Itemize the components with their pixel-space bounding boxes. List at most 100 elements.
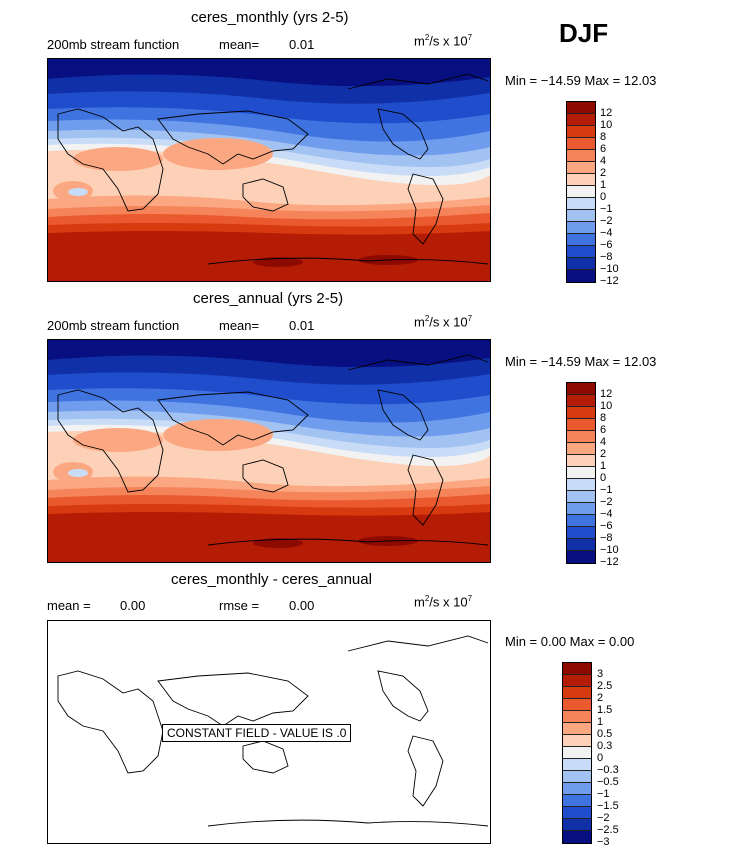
panel2-field — [48, 340, 490, 562]
panel1-colorbar-swatch — [567, 114, 595, 126]
panel1-title: ceres_monthly (yrs 2-5) — [191, 9, 349, 26]
constant-field-notice: CONSTANT FIELD - VALUE IS .0 — [162, 724, 352, 742]
panel1-field — [48, 59, 490, 281]
panel3-colorbar-swatch — [563, 663, 591, 675]
panel1-colorbar — [566, 101, 596, 283]
panel3-cbar-tick: 1 — [597, 716, 604, 728]
panel2-colorbar-swatch — [567, 395, 595, 407]
panel1-variable-label: 200mb stream function — [47, 37, 180, 52]
panel1-colorbar-swatch — [567, 198, 595, 210]
panel3-colorbar-swatch — [563, 807, 591, 819]
panel1-colorbar-swatch — [567, 150, 595, 162]
panel2-cbar-tick: 8 — [600, 412, 607, 424]
panel2-colorbar-swatch — [567, 479, 595, 491]
panel2-cbar-tick: −10 — [600, 544, 619, 556]
panel3-colorbar-swatch — [563, 831, 591, 843]
panel2-colorbar-swatch — [567, 491, 595, 503]
panel3-cbar-tick: −0.3 — [597, 764, 619, 776]
panel1-colorbar-swatch — [567, 270, 595, 282]
panel2-cbar-tick: 2 — [600, 448, 607, 460]
panel3-cbar-tick: −2 — [597, 812, 610, 824]
panel2-colorbar-swatch — [567, 419, 595, 431]
panel3-cbar-tick: −1.5 — [597, 800, 619, 812]
panel3-colorbar-swatch — [563, 723, 591, 735]
panel3-colorbar-swatch — [563, 711, 591, 723]
panel3-cbar-tick: 0.3 — [597, 740, 613, 752]
panel2-colorbar-swatch — [567, 383, 595, 395]
panel2-cbar-tick: 6 — [600, 424, 607, 436]
panel3-rmse-label: rmse = — [219, 598, 260, 613]
panel1-cbar-tick: −6 — [600, 239, 613, 251]
panel3-colorbar-swatch — [563, 795, 591, 807]
panel2-coastlines — [57, 354, 489, 546]
panel3-cbar-tick: 1.5 — [597, 704, 613, 716]
panel3-colorbar-swatch — [563, 687, 591, 699]
panel3-coastlines — [57, 635, 489, 827]
panel2-colorbar — [566, 382, 596, 564]
panel2-cbar-tick: −4 — [600, 508, 613, 520]
panel3-colorbar-swatch — [563, 771, 591, 783]
panel1-cbar-tick: 2 — [600, 167, 607, 179]
panel1-cbar-tick: 1 — [600, 179, 607, 191]
panel1-cbar-tick: 12 — [600, 107, 613, 119]
panel3-cbar-tick: 0 — [597, 752, 604, 764]
panel3-cbar-tick: 0.5 — [597, 728, 613, 740]
panel2-cbar-tick: −8 — [600, 532, 613, 544]
panel1-mean-label: mean= — [219, 37, 260, 52]
panel2-title: ceres_annual (yrs 2-5) — [193, 290, 344, 307]
panel3-cbar-tick: −1 — [597, 788, 610, 800]
panel1-colorbar-swatch — [567, 210, 595, 222]
panel1-colorbar-swatch — [567, 234, 595, 246]
panel1-colorbar-swatch — [567, 186, 595, 198]
panel3-title: ceres_monthly - ceres_annual — [171, 571, 372, 588]
panel2-cbar-tick: 4 — [600, 436, 607, 448]
panel2-cbar-tick: −2 — [600, 496, 613, 508]
panel1-cbar-tick: −8 — [600, 251, 613, 263]
panel1-cbar-tick: 8 — [600, 131, 607, 143]
panel1-cbar-tick: −1 — [600, 203, 613, 215]
panel1-colorbar-swatch — [567, 258, 595, 270]
panel3-colorbar-swatch — [563, 699, 591, 711]
panel3-cbar-tick: −3 — [597, 836, 610, 848]
panel2-colorbar-swatch — [567, 467, 595, 479]
panel3-units: m2/s x 107 — [414, 594, 473, 610]
panel3-mean-label: mean = — [47, 598, 91, 613]
panel1-cbar-tick: 6 — [600, 143, 607, 155]
panel3-cbar-tick: 3 — [597, 668, 604, 680]
panel1-cbar-tick: 4 — [600, 155, 607, 167]
panel3-colorbar-swatch — [563, 759, 591, 771]
panel1-units: m2/s x 107 — [414, 33, 473, 49]
panel1-cbar-tick: 10 — [600, 119, 613, 131]
panel1-cbar-tick: −12 — [600, 275, 619, 287]
panel2-colorbar-swatch — [567, 503, 595, 515]
panel3-colorbar-swatch — [563, 747, 591, 759]
panel2-cbar-tick: 0 — [600, 472, 607, 484]
panel1-colorbar-swatch — [567, 138, 595, 150]
season-label: DJF — [559, 18, 609, 48]
panel1-colorbar-swatch — [567, 246, 595, 258]
panel3-colorbar-swatch — [563, 675, 591, 687]
panel3-colorbar-swatch — [563, 783, 591, 795]
panel2-cbar-tick: −1 — [600, 484, 613, 496]
panel3-mean-value: 0.00 — [120, 598, 146, 613]
panel3-cbar-tick: 2.5 — [597, 680, 613, 692]
panel2-mean-value: 0.01 — [289, 318, 315, 333]
panel2-colorbar-swatch — [567, 407, 595, 419]
panel1-colorbar-swatch — [567, 102, 595, 114]
panel3-colorbar — [562, 662, 592, 844]
panel2-map — [47, 339, 491, 563]
panel1-coastlines — [57, 73, 489, 265]
panel1-minmax: Min = −14.59 Max = 12.03 — [505, 73, 657, 88]
panel3-colorbar-swatch — [563, 735, 591, 747]
panel2-colorbar-swatch — [567, 455, 595, 467]
panel2-cbar-tick: −6 — [600, 520, 613, 532]
panel2-colorbar-swatch — [567, 527, 595, 539]
panel2-mean-label: mean= — [219, 318, 260, 333]
panel1-colorbar-swatch — [567, 126, 595, 138]
panel2-cbar-tick: 1 — [600, 460, 607, 472]
panel1-cbar-tick: −2 — [600, 215, 613, 227]
panel2-colorbar-swatch — [567, 539, 595, 551]
panel3-cbar-tick: 2 — [597, 692, 604, 704]
panel2-colorbar-swatch — [567, 551, 595, 563]
panel3-cbar-tick: −0.5 — [597, 776, 619, 788]
